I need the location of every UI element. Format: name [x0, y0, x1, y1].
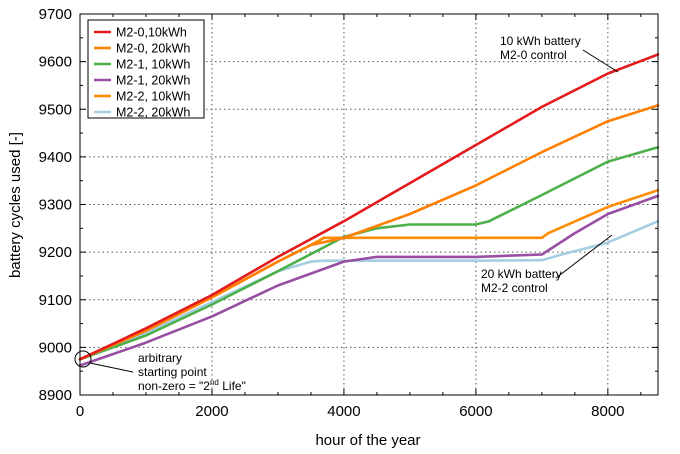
- legend-entry-label: M2-0,10kWh: [116, 26, 187, 40]
- x-tick-label: 2000: [195, 403, 228, 420]
- legend-entry-label: M2-0, 20kWh: [116, 42, 190, 56]
- y-tick-label: 9300: [39, 197, 72, 214]
- legend-entry-label: M2-2, 10kWh: [116, 90, 190, 104]
- annotation-suffix: Life": [219, 379, 246, 393]
- x-axis-tick-labels: 0 2000 4000 6000 8000: [76, 403, 625, 420]
- series-line-3: [78, 194, 660, 367]
- series-line-0: [78, 53, 660, 361]
- series-line-1: [78, 104, 660, 361]
- y-tick-label: 9500: [39, 101, 72, 118]
- y-tick-label: 9700: [39, 6, 72, 23]
- y-tick-label: 9100: [39, 292, 72, 309]
- grid-lines: [80, 14, 658, 395]
- y-axis-label: battery cycles used [-]: [7, 132, 24, 278]
- annotation-line: 10 kWh battery: [500, 34, 581, 48]
- x-tick-label: 8000: [591, 403, 624, 420]
- annotation-line-2nd-life: non-zero = "2nd Life": [138, 378, 246, 393]
- y-tick-label: 8900: [39, 387, 72, 404]
- annotation-leader: [582, 49, 619, 73]
- series-lines: [78, 53, 660, 367]
- x-axis-label: hour of the year: [315, 432, 420, 449]
- annotation-starting-point: arbitrary starting point non-zero = "2nd…: [74, 350, 246, 393]
- legend: M2-0,10kWh M2-0, 20kWh M2-1, 10kWh M2-1, 20…: [87, 19, 205, 120]
- annotation-leader: [555, 234, 613, 279]
- legend-entry-label: M2-2, 20kWh: [116, 106, 190, 120]
- y-tick-label: 9600: [39, 54, 72, 71]
- y-tick-label: 9200: [39, 244, 72, 261]
- legend-entry-label: M2-1, 10kWh: [116, 58, 190, 72]
- starting-point-marker: [74, 350, 92, 368]
- annotation-20kwh-m2-2: 20 kWh battery M2-2 control: [481, 234, 613, 295]
- axis-ticks: [79, 13, 658, 396]
- annotation-superscript: nd: [210, 378, 219, 387]
- annotation-10kwh-m2-0: 10 kWh battery M2-0 control: [500, 34, 619, 73]
- annotation-prefix: non-zero = "2: [138, 379, 210, 393]
- annotation-leader: [89, 362, 134, 373]
- annotation-line: 20 kWh battery: [481, 267, 562, 281]
- annotation-line: starting point: [138, 365, 207, 379]
- series-line-5: [78, 219, 660, 361]
- x-tick-label: 4000: [327, 403, 360, 420]
- annotation-line: arbitrary: [138, 351, 182, 365]
- x-tick-label: 6000: [459, 403, 492, 420]
- series-line-2: [78, 146, 660, 361]
- y-axis-tick-labels: 8900 9000 9100 9200 9300 9400 9500 9600 9700: [39, 6, 72, 404]
- legend-box: [87, 19, 205, 119]
- legend-entry-label: M2-1, 20kWh: [116, 74, 190, 88]
- y-tick-label: 9000: [39, 339, 72, 356]
- annotation-line: M2-0 control: [500, 48, 567, 62]
- annotation-line: M2-2 control: [481, 281, 548, 295]
- x-tick-label: 0: [76, 403, 84, 420]
- y-tick-label: 9400: [39, 149, 72, 166]
